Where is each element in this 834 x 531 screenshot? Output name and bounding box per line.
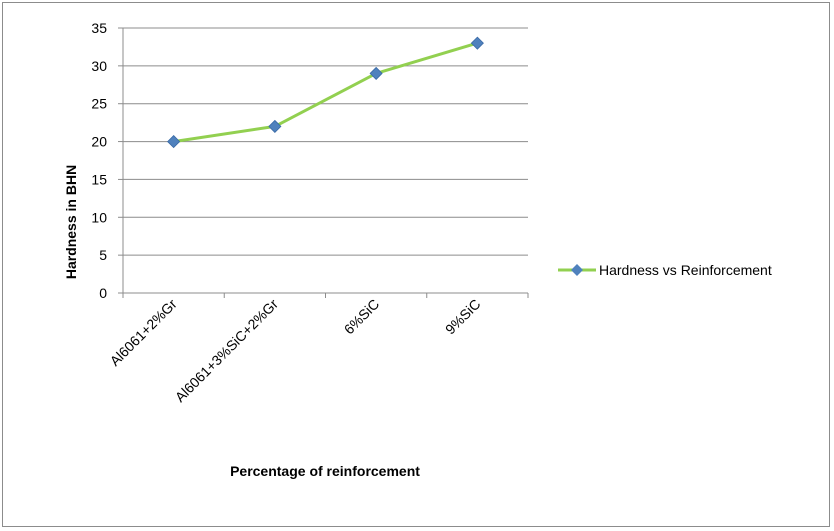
gridlines	[123, 27, 528, 256]
legend-marker-swatch	[571, 264, 583, 276]
y-tick-label: 15	[91, 171, 107, 187]
y-tick-label: 25	[91, 96, 107, 112]
x-tick-label: 9%SiC	[442, 296, 484, 338]
y-axis-title: Hardness in BHN	[63, 165, 79, 279]
x-axis-title: Percentage of reinforcement	[230, 463, 420, 479]
y-tick-label: 10	[91, 209, 107, 225]
series-layer	[167, 36, 484, 149]
x-tick-label: 6%SiC	[341, 296, 383, 338]
data-point-marker	[268, 119, 282, 133]
series-line	[173, 41, 478, 144]
y-tick-label: 20	[91, 134, 107, 150]
y-tick-label: 0	[99, 285, 107, 301]
legend-label: Hardness vs Reinforcement	[599, 262, 772, 278]
axes	[122, 28, 528, 294]
legend: Hardness vs Reinforcement	[558, 262, 772, 278]
data-point-marker	[470, 36, 484, 50]
x-tick-label: Al6061+2%Gr	[107, 296, 180, 369]
y-tick-label: 5	[99, 247, 107, 263]
y-tick-label: 30	[91, 58, 107, 74]
data-point-marker	[369, 66, 383, 80]
y-axis-ticks: 0 5 10 15 20 25 30 35	[91, 20, 123, 301]
x-tick-label: Al6061+3%SiC+2%Gr	[172, 296, 282, 406]
data-point-marker	[167, 135, 181, 149]
y-tick-label: 35	[91, 20, 107, 36]
